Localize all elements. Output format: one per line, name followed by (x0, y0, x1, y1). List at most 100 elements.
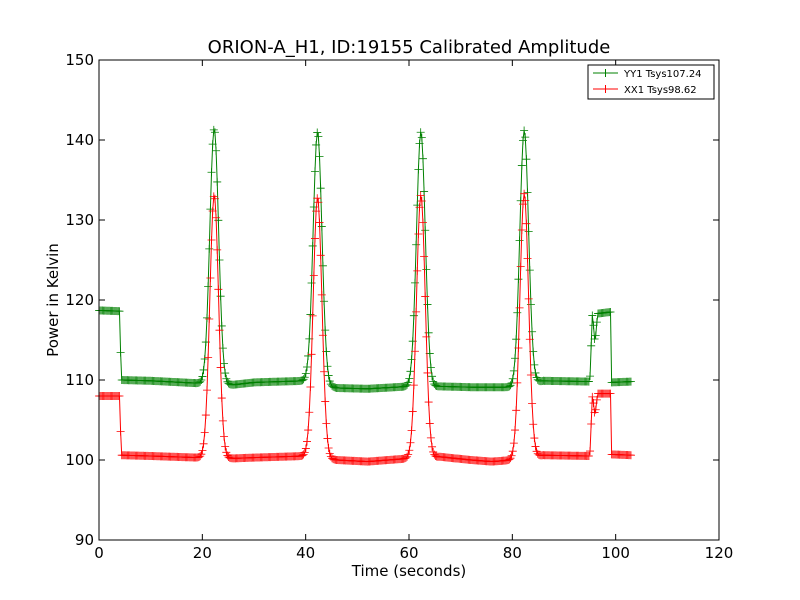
data-point (421, 292, 430, 301)
data-point (587, 419, 596, 428)
data-point (524, 227, 533, 236)
data-point (322, 419, 331, 428)
y-tick-label: 110 (65, 371, 94, 389)
legend: YY1 Tsys107.24 XX1 Tsys98.62 (587, 64, 715, 100)
data-point (324, 371, 333, 380)
data-point (513, 308, 522, 317)
data-point (588, 311, 597, 320)
data-point (212, 213, 221, 222)
data-point (424, 398, 433, 407)
data-point (215, 255, 224, 264)
y-tick-label: 90 (75, 531, 94, 549)
data-point (524, 294, 533, 303)
data-point (403, 380, 412, 389)
data-point (416, 191, 425, 200)
y-axis-label: Power in Kelvin (44, 243, 62, 357)
data-point (414, 230, 423, 239)
data-point (591, 405, 600, 414)
data-point (586, 447, 595, 456)
y-tick-label: 120 (65, 291, 94, 309)
data-point (405, 446, 414, 455)
data-point (517, 226, 526, 235)
x-tick-label: 100 (601, 544, 630, 562)
chart-title: ORION-A_H1, ID:19155 Calibrated Amplitud… (208, 37, 611, 58)
data-point (310, 167, 319, 176)
data-point (425, 419, 434, 428)
x-tick-label: 120 (705, 544, 734, 562)
data-point (312, 140, 321, 149)
data-point (299, 375, 308, 384)
data-point (428, 372, 437, 381)
data-point (410, 347, 419, 356)
data-point (509, 439, 518, 448)
data-point (304, 351, 313, 360)
data-point (318, 261, 327, 270)
data-point (626, 451, 635, 460)
data-point (589, 399, 598, 408)
data-point (423, 368, 432, 377)
data-point (521, 133, 530, 142)
y-tick-label: 100 (65, 451, 94, 469)
data-point (523, 254, 532, 263)
data-point (116, 348, 125, 357)
x-tick-label: 60 (399, 544, 418, 562)
data-point (210, 194, 219, 203)
data-point (115, 307, 124, 316)
data-point (313, 194, 322, 203)
data-point (423, 300, 432, 309)
data-point (212, 146, 221, 155)
data-point (506, 381, 515, 390)
y-tick-label: 140 (65, 131, 94, 149)
data-point (405, 374, 414, 383)
x-tick-label: 0 (94, 544, 104, 562)
data-point (407, 426, 416, 435)
data-point (213, 245, 222, 254)
data-point (210, 128, 219, 137)
data-point (208, 140, 217, 149)
data-point (196, 452, 205, 461)
data-point (517, 161, 526, 170)
data-point (529, 420, 538, 429)
data-point (318, 331, 327, 340)
data-point (308, 311, 317, 320)
data-point (421, 226, 430, 235)
data-point (591, 331, 600, 340)
data-point (310, 234, 319, 243)
data-point (528, 399, 537, 408)
data-point (422, 332, 431, 341)
data-point (514, 344, 523, 353)
data-point (308, 241, 317, 250)
data-point (316, 184, 325, 193)
data-point (415, 139, 424, 148)
series-1 (95, 189, 635, 466)
data-point (205, 315, 214, 323)
data-point (420, 187, 429, 196)
data-point (592, 395, 601, 404)
data-point (412, 307, 421, 316)
data-point (216, 292, 225, 301)
data-point (513, 378, 522, 387)
data-point (507, 451, 516, 460)
data-point (530, 434, 539, 443)
data-point (526, 300, 535, 309)
legend-marker-yy1 (601, 69, 610, 77)
data-point (204, 353, 213, 362)
data-point (301, 444, 310, 453)
data-point (300, 448, 309, 457)
data-point (216, 363, 225, 372)
data-point (521, 196, 530, 205)
data-point (410, 278, 419, 287)
data-point (404, 378, 413, 387)
data-point (198, 372, 207, 381)
data-point (515, 236, 524, 245)
data-point (208, 207, 217, 216)
data-point (522, 219, 531, 228)
data-point (199, 439, 208, 448)
data-point (214, 285, 223, 294)
data-point (200, 428, 209, 437)
data-point (412, 240, 421, 249)
data-point (299, 450, 308, 459)
data-point (406, 367, 415, 376)
